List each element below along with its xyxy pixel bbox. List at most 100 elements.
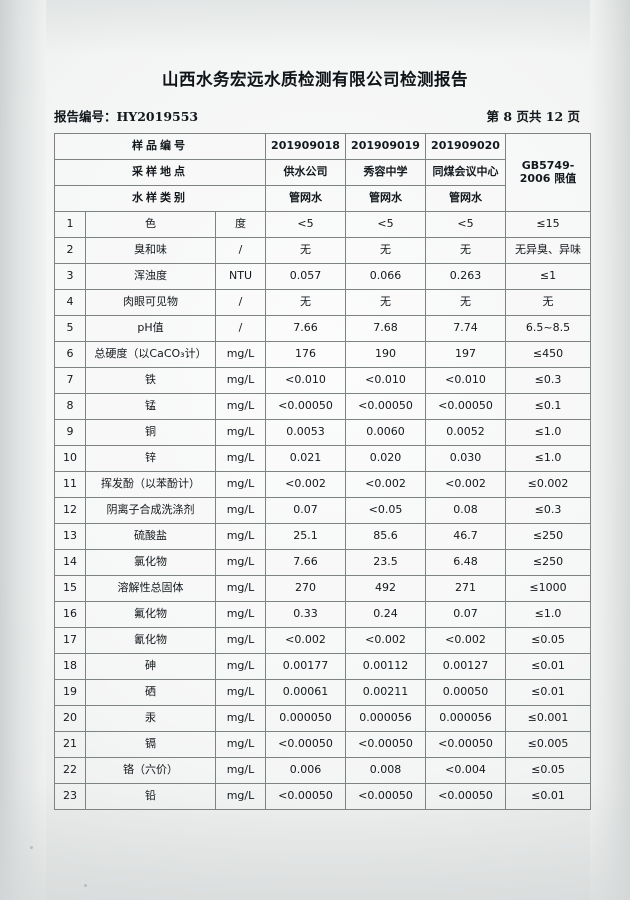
standard-limit-value: ≤0.01: [505, 653, 591, 680]
value-sample-1: <0.010: [265, 367, 346, 394]
water-type-1: 管网水: [265, 185, 346, 212]
table-row: 23 铅 mg/L <0.00050 <0.00050 <0.00050 ≤0.01: [54, 783, 591, 810]
value-sample-2: 23.5: [345, 549, 426, 576]
sample-number-label: 样品编号: [54, 133, 266, 160]
value-sample-3: <0.00050: [425, 393, 506, 420]
parameter-unit: mg/L: [215, 575, 266, 602]
header-row-sample-site: 采样地点 供水公司 秀容中学 同煤会议中心: [54, 159, 591, 186]
parameter-name: 砷: [85, 653, 216, 680]
standard-limit-value: ≤0.001: [505, 705, 591, 732]
value-sample-3: <0.00050: [425, 731, 506, 758]
value-sample-3: <5: [425, 211, 506, 238]
parameter-unit: mg/L: [215, 705, 266, 732]
sample-site-label: 采样地点: [54, 159, 266, 186]
table-row: 4 肉眼可见物 / 无无无无: [54, 289, 591, 316]
value-sample-2: <0.010: [345, 367, 426, 394]
row-index: 1: [54, 211, 86, 238]
standard-limit-value: ≤0.002: [505, 471, 591, 498]
parameter-unit: mg/L: [215, 783, 266, 810]
table-body: 样品编号 201909018 201909019 201909020 GB574…: [54, 133, 591, 810]
value-sample-3: <0.002: [425, 471, 506, 498]
row-index: 23: [54, 783, 86, 810]
standard-limit-value: 无异臭、异味: [505, 237, 591, 264]
standard-limit-value: ≤0.1: [505, 393, 591, 420]
row-index: 7: [54, 367, 86, 394]
standard-limit-value: 6.5~8.5: [505, 315, 591, 342]
water-type-label: 水样类别: [54, 185, 266, 212]
row-index: 4: [54, 289, 86, 316]
value-sample-3: 46.7: [425, 523, 506, 550]
value-sample-2: 7.68: [345, 315, 426, 342]
row-index: 11: [54, 471, 86, 498]
scan-speck: [84, 884, 87, 887]
standard-limit-value: ≤0.3: [505, 497, 591, 524]
standard-limit-value: ≤0.3: [505, 367, 591, 394]
value-sample-1: 0.00177: [265, 653, 346, 680]
scan-speck: [30, 846, 33, 849]
sample-number-1: 201909018: [265, 133, 346, 160]
table-row: 12 阴离子合成洗涤剂 mg/L 0.07 <0.05 0.08 ≤0.3: [54, 497, 591, 524]
table-row: 22 铬（六价） mg/L 0.006 0.008 <0.004 ≤0.05: [54, 757, 591, 784]
row-index: 14: [54, 549, 86, 576]
value-sample-1: 0.00061: [265, 679, 346, 706]
standard-name-line1: GB5749-: [521, 158, 575, 172]
standard-limit-value: ≤250: [505, 523, 591, 550]
row-index: 17: [54, 627, 86, 654]
water-quality-results-table: 样品编号 201909018 201909019 201909020 GB574…: [54, 133, 591, 810]
row-index: 16: [54, 601, 86, 628]
value-sample-2: 0.24: [345, 601, 426, 628]
parameter-unit: mg/L: [215, 601, 266, 628]
sample-number-2: 201909019: [345, 133, 426, 160]
table-row: 8 锰 mg/L <0.00050 <0.00050 <0.00050 ≤0.1: [54, 393, 591, 420]
row-index: 8: [54, 393, 86, 420]
standard-limit-value: ≤1: [505, 263, 591, 290]
table-row: 9 铜 mg/L 0.0053 0.0060 0.0052 ≤1.0: [54, 419, 591, 446]
standard-limit-value: ≤0.005: [505, 731, 591, 758]
parameter-name: 挥发酚（以苯酚计）: [85, 471, 216, 498]
parameter-unit: mg/L: [215, 341, 266, 368]
sample-site-1: 供水公司: [265, 159, 346, 186]
value-sample-3: <0.010: [425, 367, 506, 394]
standard-limit-value: ≤1.0: [505, 601, 591, 628]
value-sample-2: <0.00050: [345, 393, 426, 420]
parameter-name: 臭和味: [85, 237, 216, 264]
row-index: 13: [54, 523, 86, 550]
header-row-water-type: 水样类别 管网水 管网水 管网水: [54, 185, 591, 212]
parameter-name: 硫酸盐: [85, 523, 216, 550]
standard-limit-header: GB5749- 2006 限值: [505, 133, 591, 212]
parameter-unit: mg/L: [215, 445, 266, 472]
value-sample-1: <0.002: [265, 627, 346, 654]
page-indicator: 第 8 页共 12 页: [486, 109, 581, 124]
value-sample-1: 176: [265, 341, 346, 368]
table-row: 14 氯化物 mg/L 7.66 23.5 6.48 ≤250: [54, 549, 591, 576]
parameter-unit: mg/L: [215, 367, 266, 394]
value-sample-2: 0.00112: [345, 653, 426, 680]
row-index: 12: [54, 497, 86, 524]
parameter-unit: mg/L: [215, 393, 266, 420]
value-sample-2: <0.00050: [345, 783, 426, 810]
standard-limit-value: ≤250: [505, 549, 591, 576]
value-sample-1: <5: [265, 211, 346, 238]
row-index: 6: [54, 341, 86, 368]
value-sample-1: <0.00050: [265, 783, 346, 810]
parameter-unit: NTU: [215, 263, 266, 290]
parameter-name: 镉: [85, 731, 216, 758]
value-sample-1: 0.000050: [265, 705, 346, 732]
value-sample-1: 无: [265, 237, 346, 264]
value-sample-3: 0.07: [425, 601, 506, 628]
sample-site-2: 秀容中学: [345, 159, 426, 186]
parameter-unit: /: [215, 237, 266, 264]
scan-shadow-top: [0, 0, 630, 55]
standard-limit-value: ≤1.0: [505, 419, 591, 446]
value-sample-2: <0.002: [345, 627, 426, 654]
sample-site-3: 同煤会议中心: [425, 159, 506, 186]
value-sample-1: 7.66: [265, 549, 346, 576]
standard-limit-value: ≤0.01: [505, 679, 591, 706]
value-sample-2: 85.6: [345, 523, 426, 550]
parameter-unit: mg/L: [215, 497, 266, 524]
value-sample-3: 0.00050: [425, 679, 506, 706]
water-type-2: 管网水: [345, 185, 426, 212]
row-index: 22: [54, 757, 86, 784]
value-sample-1: 0.0053: [265, 419, 346, 446]
standard-limit-value: ≤1000: [505, 575, 591, 602]
